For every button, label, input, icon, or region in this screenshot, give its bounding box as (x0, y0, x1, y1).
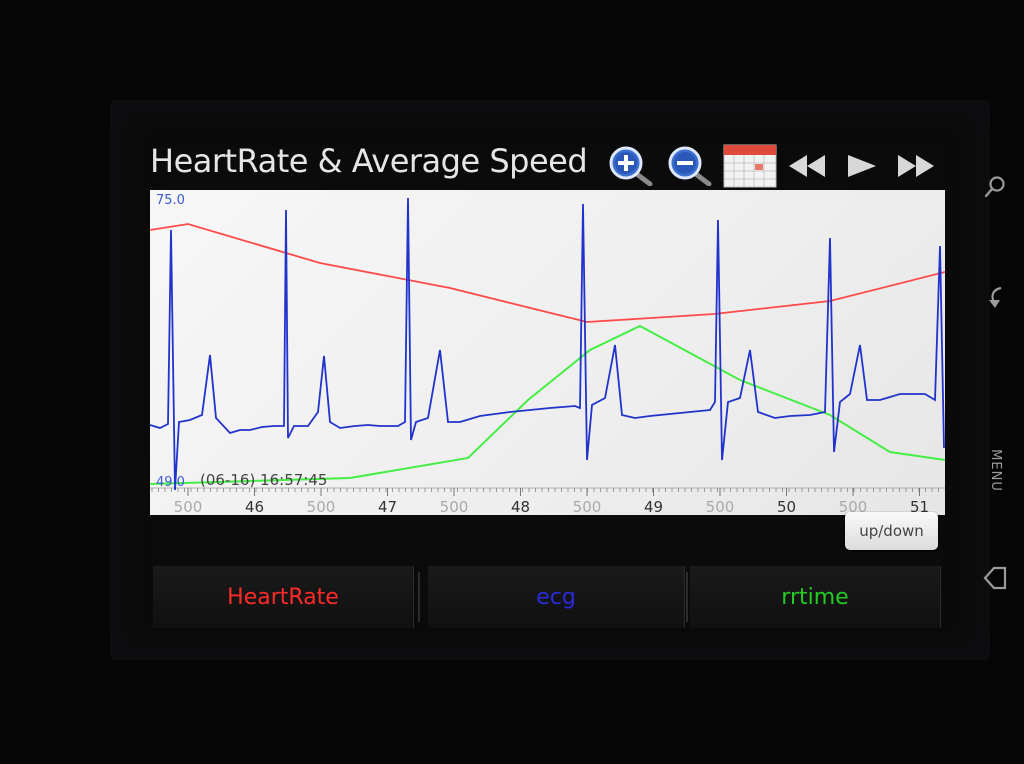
series-line-rrtime (150, 324, 945, 485)
series-button-ecg-label: ecg (536, 584, 576, 610)
series-line-heartrate (150, 223, 945, 323)
x-tick-label: 48 (511, 498, 530, 515)
play-icon (848, 155, 876, 177)
rewind-icon (789, 155, 825, 177)
tick-labels: 500 46 500 47 500 48 500 49 500 50 500 51 (174, 488, 929, 515)
fast-forward-button[interactable] (894, 146, 938, 186)
zoom-out-icon (668, 146, 712, 186)
series-button-rrtime[interactable]: rrtime (690, 566, 941, 628)
chart-panel[interactable]: 75.0 49.0 (06-16) 16:57:45 500 46 500 47 500… (150, 190, 945, 515)
series-button-rrtime-label: rrtime (781, 584, 849, 610)
home-icon (983, 566, 1007, 590)
menu-key-label: MENU (987, 448, 1003, 492)
series-button-ecg[interactable]: ecg (428, 566, 685, 628)
x-tick-label: 46 (245, 498, 264, 515)
menu-key[interactable]: MENU (980, 440, 1010, 500)
x-tick-label: 500 (839, 498, 868, 515)
x-tick-label: 47 (378, 498, 397, 515)
series-button-heartrate-label: HeartRate (227, 584, 339, 610)
x-tick-label: 50 (777, 498, 796, 515)
x-tick-label: 500 (706, 498, 735, 515)
rewind-button[interactable] (785, 146, 829, 186)
up-down-button[interactable]: up/down (845, 512, 938, 550)
x-axis-ruler (150, 487, 945, 492)
calendar-icon (723, 144, 777, 188)
x-tick-label: 500 (573, 498, 602, 515)
zoom-out-button[interactable] (662, 146, 716, 186)
search-icon (984, 176, 1005, 198)
home-key[interactable] (980, 562, 1010, 594)
chart-svg: 75.0 49.0 (06-16) 16:57:45 500 46 500 47 500… (150, 193, 945, 515)
x-tick-label: 500 (440, 498, 469, 515)
search-key[interactable] (980, 170, 1010, 204)
series-line-ecg (150, 197, 945, 491)
back-key[interactable] (980, 282, 1010, 312)
button-separator (418, 572, 420, 622)
y-bottom-label: 49.0 (156, 475, 185, 490)
timestamp-label: (06-16) 16:57:45 (200, 471, 327, 489)
app-title: HeartRate & Average Speed (150, 142, 588, 180)
y-top-label: 75.0 (156, 193, 185, 208)
series-button-heartrate[interactable]: HeartRate (153, 566, 414, 628)
calendar-button[interactable] (722, 144, 778, 188)
zoom-in-button[interactable] (605, 146, 657, 186)
back-arrow-icon (989, 286, 1002, 308)
button-separator (686, 572, 688, 622)
play-button[interactable] (842, 146, 880, 186)
x-tick-label: 500 (174, 498, 203, 515)
x-tick-label: 51 (910, 498, 929, 515)
x-tick-label: 49 (644, 498, 663, 515)
ruler-ticks (151, 488, 939, 492)
zoom-in-icon (609, 146, 653, 186)
fast-forward-icon (898, 155, 934, 177)
x-tick-label: 500 (307, 498, 336, 515)
